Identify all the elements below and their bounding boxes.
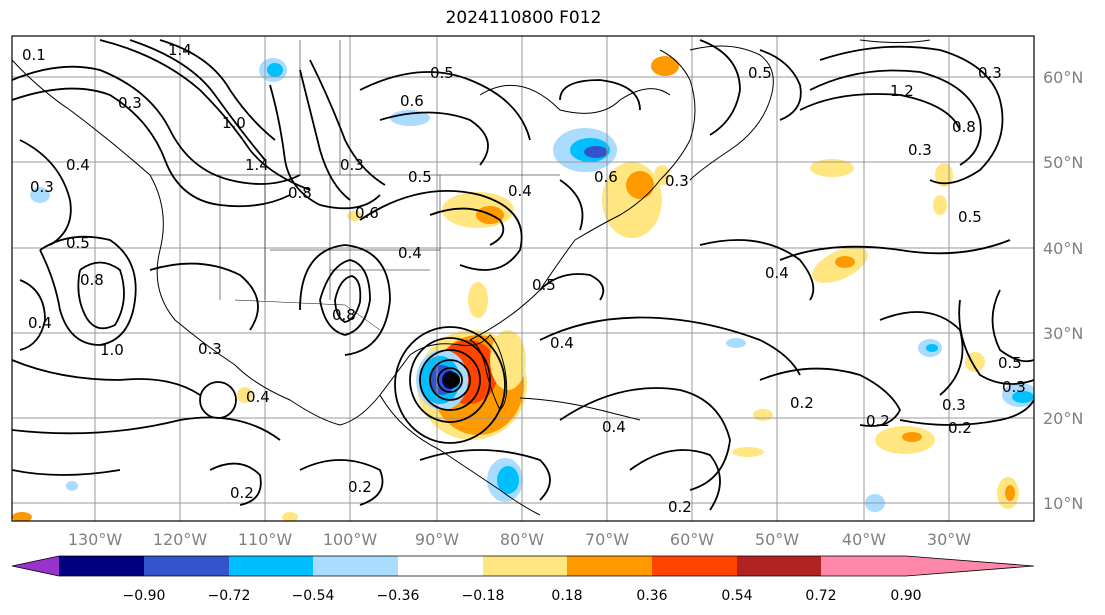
colorbar-bin: [313, 556, 398, 576]
svg-text:30°W: 30°W: [927, 530, 971, 549]
svg-text:0.3: 0.3: [942, 396, 966, 414]
svg-text:0.4: 0.4: [398, 244, 422, 262]
svg-text:−0.18: −0.18: [462, 588, 505, 604]
svg-text:50°W: 50°W: [755, 530, 799, 549]
colorbar-bin: [229, 556, 313, 576]
svg-text:70°W: 70°W: [585, 530, 629, 549]
svg-text:0.8: 0.8: [952, 118, 976, 136]
svg-text:0.5: 0.5: [748, 64, 772, 82]
colorbar: [12, 556, 821, 576]
colorbar-bin: [59, 556, 144, 576]
svg-text:0.5: 0.5: [430, 64, 454, 82]
svg-text:1.0: 1.0: [100, 341, 124, 359]
colorbar-bin: [652, 556, 737, 576]
svg-text:−0.36: −0.36: [377, 588, 420, 604]
map-background: [12, 36, 1034, 521]
svg-text:20°N: 20°N: [1043, 409, 1083, 428]
colorbar-outline: [11, 555, 1035, 577]
svg-text:0.4: 0.4: [765, 264, 789, 282]
svg-text:0.5: 0.5: [408, 168, 432, 186]
svg-text:0.54: 0.54: [721, 588, 752, 604]
svg-text:0.8: 0.8: [332, 306, 356, 324]
svg-text:1.0: 1.0: [222, 114, 246, 132]
svg-text:0.3: 0.3: [30, 178, 54, 196]
svg-text:−0.72: −0.72: [208, 588, 251, 604]
svg-text:0.6: 0.6: [400, 92, 424, 110]
svg-text:0.4: 0.4: [28, 314, 52, 332]
svg-text:0.18: 0.18: [551, 588, 582, 604]
svg-text:0.2: 0.2: [668, 498, 692, 516]
svg-text:60°N: 60°N: [1043, 68, 1083, 87]
graticule: [12, 36, 1034, 521]
svg-text:0.90: 0.90: [890, 588, 921, 604]
svg-text:80°W: 80°W: [500, 530, 544, 549]
svg-text:40°N: 40°N: [1043, 239, 1083, 258]
colorbar-bin: [144, 556, 229, 576]
svg-text:0.2: 0.2: [866, 412, 890, 430]
svg-text:30°N: 30°N: [1043, 324, 1083, 343]
svg-text:110°W: 110°W: [238, 530, 293, 549]
colorbar-ticks: −0.90 −0.72 −0.54 −0.36 −0.18 0.18 0.36 …: [123, 588, 922, 604]
svg-text:0.6: 0.6: [355, 204, 379, 222]
svg-text:−0.54: −0.54: [292, 588, 335, 604]
svg-text:0.3: 0.3: [1002, 378, 1026, 396]
svg-text:130°W: 130°W: [68, 530, 123, 549]
colorbar-full: [11, 555, 1035, 577]
svg-text:0.3: 0.3: [340, 156, 364, 174]
svg-text:0.2: 0.2: [230, 484, 254, 502]
svg-text:10°N: 10°N: [1043, 494, 1083, 513]
svg-text:0.2: 0.2: [948, 419, 972, 437]
colorbar-bin: [483, 556, 567, 576]
svg-text:0.3: 0.3: [198, 340, 222, 358]
hurricane-eye: [444, 372, 460, 388]
svg-text:0.2: 0.2: [348, 478, 372, 496]
svg-text:0.5: 0.5: [66, 234, 90, 252]
colorbar-bin: [737, 556, 821, 576]
svg-text:0.3: 0.3: [118, 94, 142, 112]
svg-text:0.4: 0.4: [602, 418, 626, 436]
svg-text:0.4: 0.4: [66, 156, 90, 174]
svg-text:0.4: 0.4: [246, 388, 270, 406]
svg-text:0.8: 0.8: [80, 271, 104, 289]
svg-text:1.4: 1.4: [168, 41, 192, 59]
svg-text:40°W: 40°W: [842, 530, 886, 549]
colorbar-extend-max: [906, 556, 1034, 576]
colorbar-extend-min: [12, 556, 59, 576]
svg-text:0.3: 0.3: [978, 64, 1002, 82]
borders: [150, 40, 560, 331]
svg-text:0.72: 0.72: [805, 588, 836, 604]
svg-text:0.2: 0.2: [790, 394, 814, 412]
svg-text:0.6: 0.6: [594, 168, 618, 186]
svg-text:0.1: 0.1: [22, 46, 46, 64]
svg-text:50°N: 50°N: [1043, 153, 1083, 172]
svg-text:90°W: 90°W: [415, 530, 459, 549]
map-frame: [11, 35, 1035, 522]
svg-text:60°W: 60°W: [670, 530, 714, 549]
svg-text:1.4: 1.4: [245, 156, 269, 174]
longitude-labels: 130°W 120°W 110°W 100°W 90°W 80°W 70°W 6…: [68, 530, 971, 549]
svg-text:0.5: 0.5: [958, 208, 982, 226]
svg-text:−0.90: −0.90: [123, 588, 166, 604]
svg-text:100°W: 100°W: [323, 530, 378, 549]
map-title: 2024110800 F012: [445, 8, 602, 28]
contour-labels: 0.1 1.4 0.3 1.0 0.4 0.3 1.4 0.8 0.3 0.6 …: [22, 41, 1026, 516]
svg-text:0.5: 0.5: [998, 354, 1022, 372]
contours: [12, 39, 1034, 511]
latitude-labels: 60°N 50°N 40°N 30°N 20°N 10°N: [1043, 68, 1083, 513]
colorbar-bin: [821, 556, 906, 576]
svg-text:120°W: 120°W: [153, 530, 208, 549]
svg-text:0.4: 0.4: [508, 182, 532, 200]
svg-text:0.3: 0.3: [908, 141, 932, 159]
svg-text:0.36: 0.36: [636, 588, 667, 604]
svg-text:0.3: 0.3: [665, 172, 689, 190]
svg-text:0.4: 0.4: [550, 334, 574, 352]
colorbar-bin: [398, 556, 483, 576]
colorbar-bin: [567, 556, 652, 576]
svg-text:0.5: 0.5: [532, 276, 556, 294]
svg-text:0.8: 0.8: [288, 184, 312, 202]
svg-text:1.2: 1.2: [890, 82, 914, 100]
